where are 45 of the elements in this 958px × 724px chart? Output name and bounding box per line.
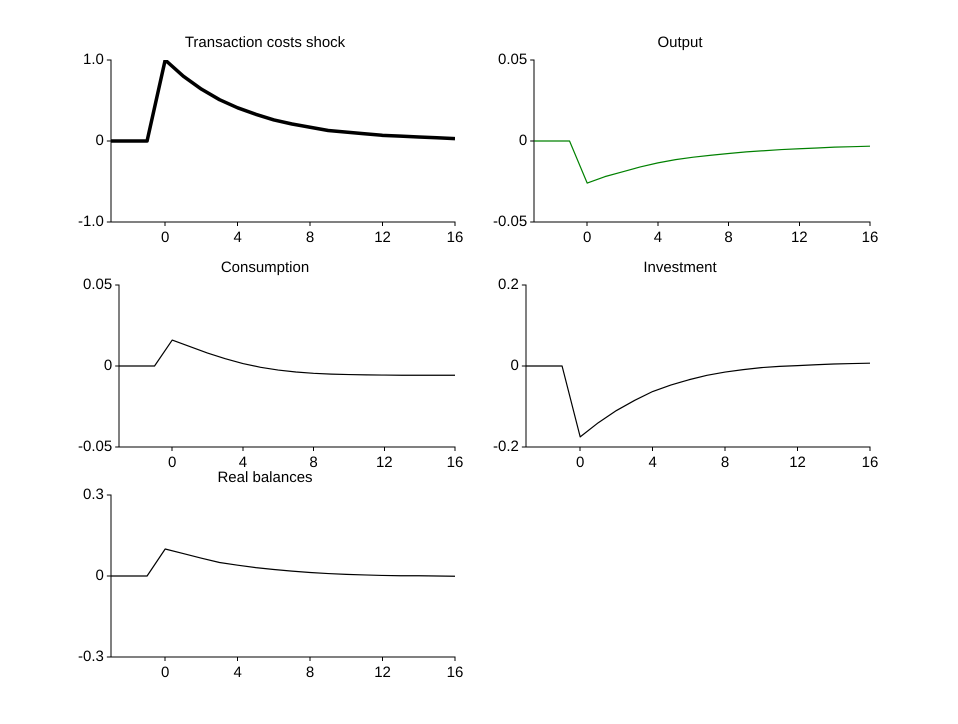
x-tick-label: 12 — [374, 664, 391, 682]
chart-title: Transaction costs shock — [184, 34, 346, 52]
x-tick-label: 16 — [862, 229, 878, 246]
x-tick-label: 0 — [161, 664, 170, 682]
x-tick-label: 8 — [309, 454, 318, 472]
y-tick-label: 1.0 — [82, 51, 104, 68]
x-tick-label: 4 — [654, 229, 662, 246]
x-tick-label: 8 — [724, 229, 733, 246]
x-tick-label: 0 — [583, 229, 592, 246]
x-tick-label: 4 — [648, 454, 657, 472]
y-tick-label: 0.05 — [498, 51, 528, 68]
x-tick-label: 12 — [374, 229, 391, 246]
y-tick-label: -0.2 — [492, 438, 519, 456]
x-tick-label: 8 — [720, 454, 730, 472]
y-tick-label: 0 — [518, 132, 528, 150]
x-tick-label: 12 — [789, 454, 806, 472]
chart-title: Investment — [643, 259, 718, 276]
chart-title: Output — [657, 34, 704, 52]
y-tick-label: 0 — [510, 357, 519, 374]
y-tick-label: 0 — [96, 567, 104, 584]
y-tick-label: 0 — [96, 132, 104, 150]
y-tick-label: 0 — [104, 357, 112, 374]
x-tick-label: 16 — [862, 454, 878, 472]
y-tick-label: -0.05 — [78, 438, 112, 456]
x-tick-label: 16 — [446, 664, 464, 682]
x-tick-label: 0 — [161, 229, 170, 246]
x-tick-label: 4 — [233, 229, 242, 246]
x-tick-label: 8 — [306, 229, 314, 246]
x-tick-label: 0 — [576, 454, 584, 472]
x-tick-label: 16 — [446, 454, 464, 472]
x-tick-label: 12 — [376, 454, 393, 472]
y-tick-label: -0.05 — [492, 213, 528, 230]
x-tick-label: 4 — [238, 454, 248, 472]
x-tick-label: 12 — [790, 229, 808, 246]
y-tick-label: -1.0 — [78, 213, 104, 230]
x-tick-label: 16 — [446, 229, 464, 246]
y-tick-label: 0.05 — [82, 276, 112, 294]
x-tick-label: 0 — [168, 454, 176, 472]
chart-title: Consumption — [220, 259, 310, 276]
chart-title: Real balances — [217, 469, 313, 486]
y-tick-label: -0.3 — [78, 648, 104, 666]
x-tick-label: 8 — [306, 664, 314, 682]
y-tick-label: 0.2 — [498, 276, 519, 294]
x-tick-label: 4 — [233, 664, 242, 682]
y-tick-label: 0.3 — [82, 486, 104, 504]
